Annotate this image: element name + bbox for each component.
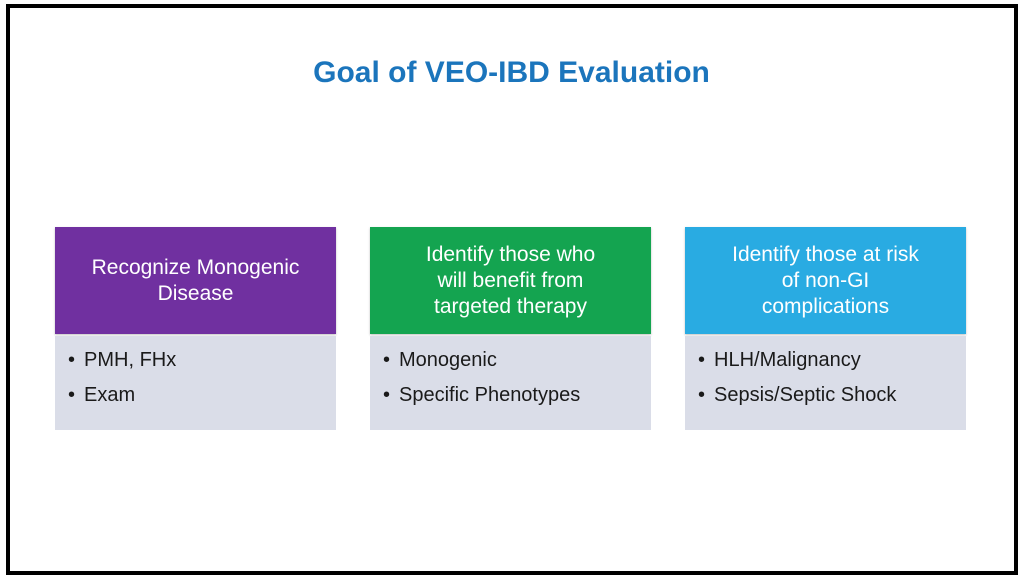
column-benefit-targeted-therapy: Identify those who will benefit from tar… bbox=[370, 227, 651, 430]
bullet-text: HLH/Malignancy bbox=[714, 349, 861, 371]
bullet-icon: • bbox=[68, 384, 76, 406]
list-item: • Specific Phenotypes bbox=[383, 378, 645, 413]
bullet-text: Monogenic bbox=[399, 349, 497, 371]
column-body: • PMH, FHx • Exam bbox=[55, 336, 336, 430]
bullet-icon: • bbox=[698, 349, 706, 371]
column-header-line: will benefit from bbox=[437, 268, 584, 292]
column-body: • Monogenic • Specific Phenotypes bbox=[370, 336, 651, 430]
column-recognize-monogenic-disease: Recognize Monogenic Disease • PMH, FHx •… bbox=[55, 227, 336, 430]
list-item: • Monogenic bbox=[383, 343, 645, 378]
column-header-line: targeted therapy bbox=[434, 294, 587, 318]
list-item: • Exam bbox=[68, 378, 330, 413]
column-header-line: of non-GI bbox=[781, 268, 870, 292]
column-header-line: Identify those at risk bbox=[732, 242, 919, 266]
column-header-line: Identify those who bbox=[425, 242, 596, 266]
columns-row: Recognize Monogenic Disease • PMH, FHx •… bbox=[55, 227, 966, 430]
bullet-text: Specific Phenotypes bbox=[399, 384, 581, 406]
list-item: • Sepsis/Septic Shock bbox=[698, 378, 960, 413]
column-body: • HLH/Malignancy • Sepsis/Septic Shock bbox=[685, 336, 966, 430]
column-header: Recognize Monogenic Disease bbox=[55, 227, 336, 334]
column-non-gi-complications: Identify those at risk of non-GI complic… bbox=[685, 227, 966, 430]
column-header-line: Disease bbox=[157, 281, 234, 305]
page-title: Goal of VEO-IBD Evaluation bbox=[313, 56, 710, 89]
bullet-text: PMH, FHx bbox=[84, 349, 177, 371]
bullet-text: Exam bbox=[84, 384, 136, 406]
column-header-line: Recognize Monogenic bbox=[91, 255, 300, 279]
column-header-line: complications bbox=[761, 294, 890, 318]
list-item: • PMH, FHx bbox=[68, 343, 330, 378]
list-item: • HLH/Malignancy bbox=[698, 343, 960, 378]
bullet-icon: • bbox=[68, 349, 76, 371]
bullet-icon: • bbox=[698, 384, 706, 406]
bullet-text: Sepsis/Septic Shock bbox=[714, 384, 897, 406]
column-header: Identify those at risk of non-GI complic… bbox=[685, 227, 966, 334]
column-header: Identify those who will benefit from tar… bbox=[370, 227, 651, 334]
bullet-icon: • bbox=[383, 349, 391, 371]
bullet-icon: • bbox=[383, 384, 391, 406]
